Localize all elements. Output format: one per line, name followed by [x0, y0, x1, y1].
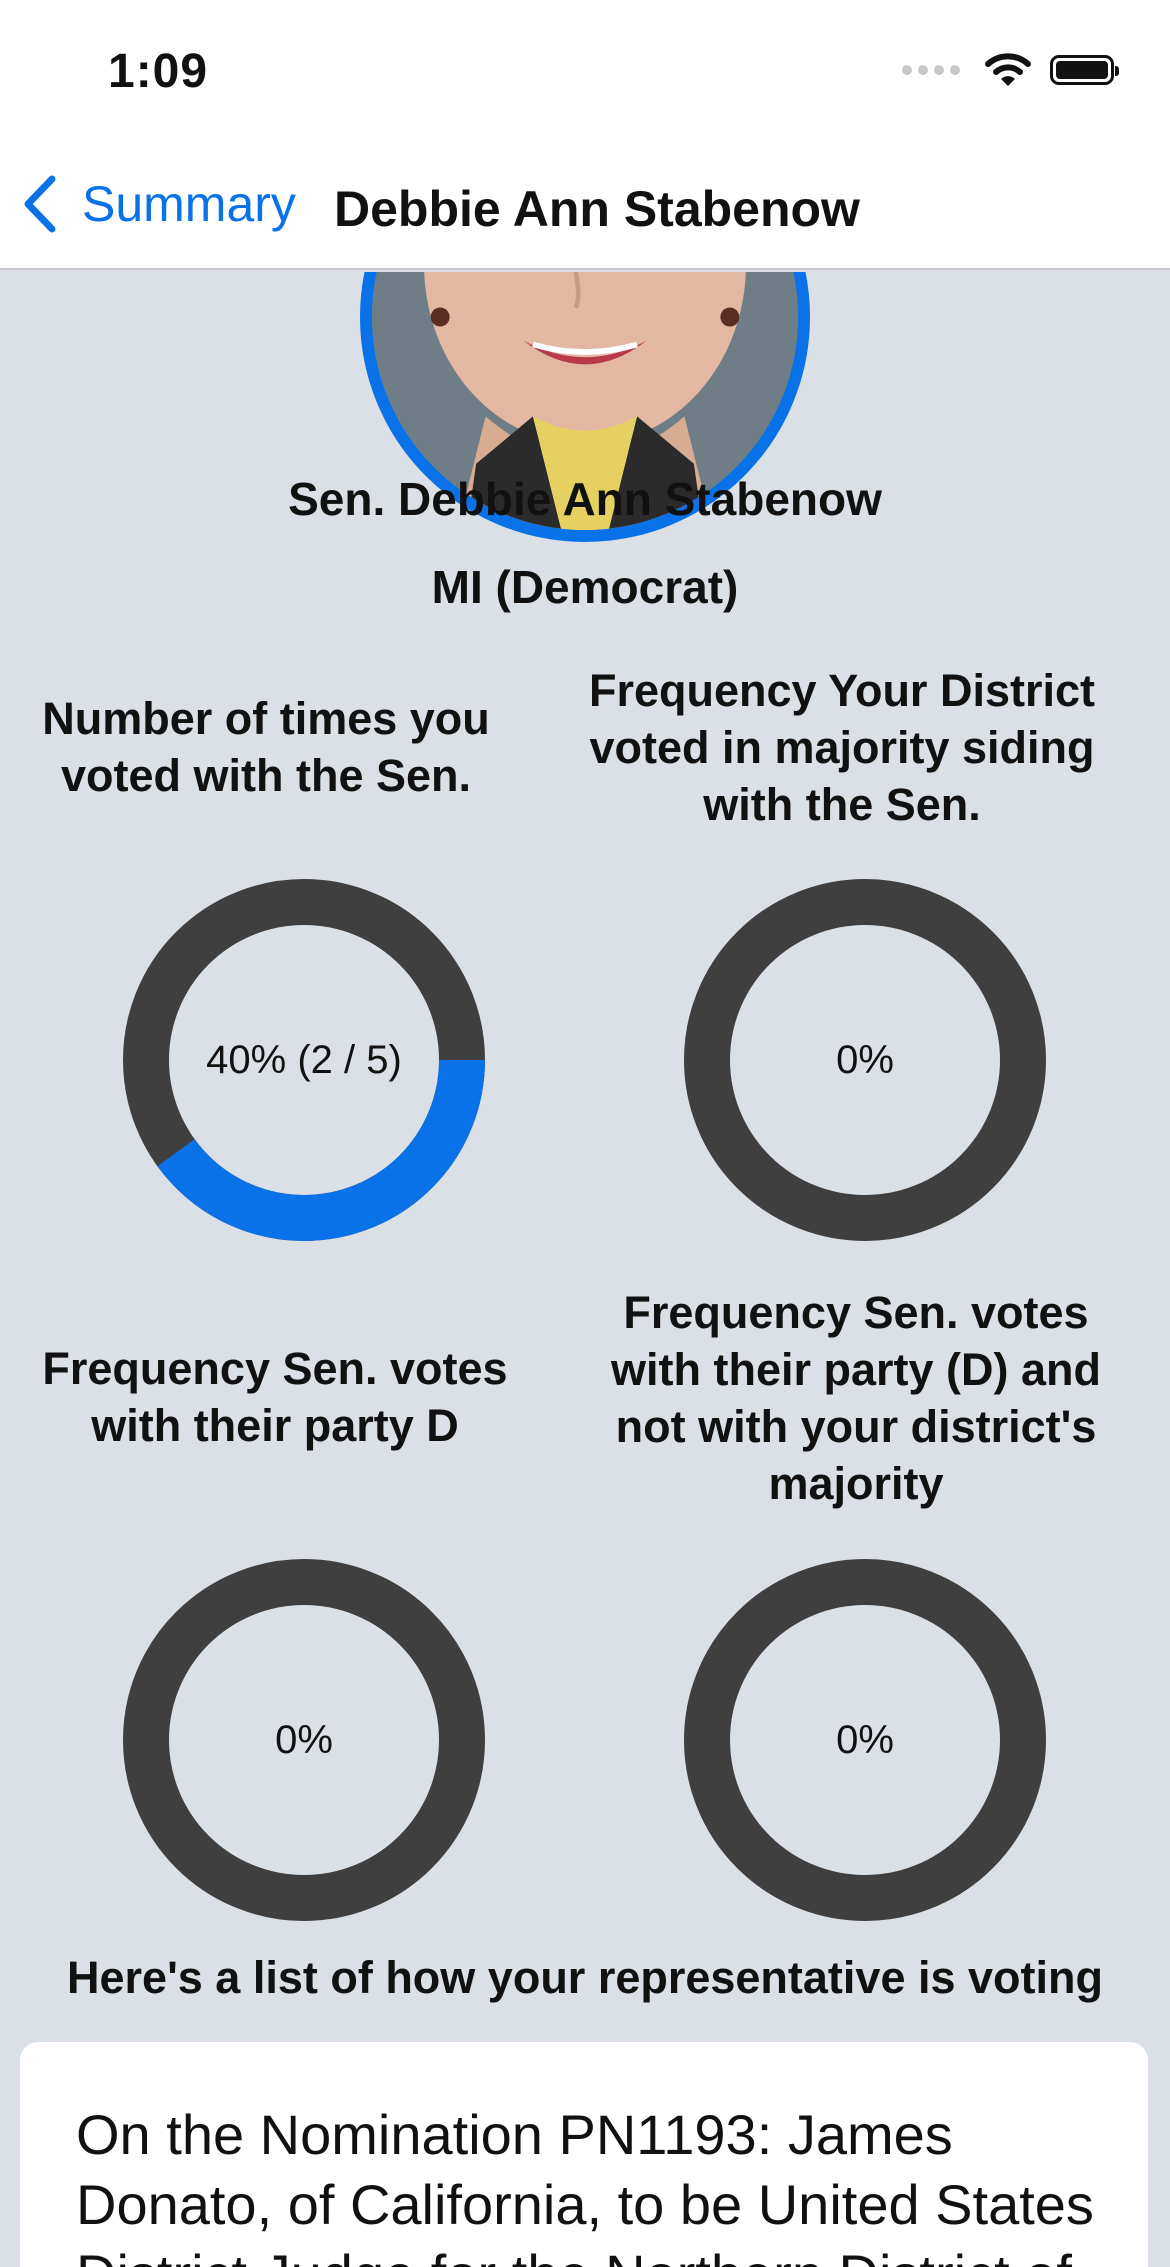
senator-state-party: MI (Democrat)	[431, 561, 739, 613]
senator-name: Sen. Debbie Ann Stabenow	[288, 473, 882, 525]
vote-card[interactable]: On the Nomination PN1193: James Donato, …	[20, 2042, 1148, 2267]
donut-progress-arc	[123, 879, 485, 1241]
donut-label: 0%	[836, 1037, 894, 1082]
vote-list-heading: Here's a list of how your representative…	[67, 1952, 1103, 2003]
donut-label: 0%	[836, 1717, 894, 1762]
status-time: 1:09	[108, 45, 209, 98]
stat-title-district-majority: Frequency Your District voted in majorit…	[589, 665, 1095, 830]
stat-title-voted-with: Number of times you voted with the Sen.	[42, 693, 490, 801]
stat-title-party-votes: Frequency Sen. votes with their party D	[42, 1343, 508, 1451]
donut-track	[684, 879, 1046, 1241]
donut-chart-district-majority: 0%	[683, 878, 1047, 1242]
back-button-label: Summary	[82, 176, 296, 232]
status-bar: 1:09	[0, 0, 1170, 140]
donut-label: 0%	[275, 1717, 333, 1762]
donut-label: 40% (2 / 5)	[206, 1037, 402, 1082]
wifi-icon	[985, 53, 1031, 86]
chevron-left-icon	[24, 175, 56, 233]
donut-track	[123, 1559, 485, 1921]
donut-chart-voted-with: 40% (2 / 5)	[122, 878, 486, 1242]
status-icons	[902, 52, 1119, 88]
cellular-signal-icon	[902, 65, 960, 75]
navigation-bar: Summary Debbie Ann Stabenow	[0, 140, 1170, 270]
donut-track	[684, 1559, 1046, 1921]
donut-chart-party-votes: 0%	[122, 1558, 486, 1922]
stat-title-party-not-district: Frequency Sen. votes with their party (D…	[610, 1287, 1101, 1509]
page-title: Debbie Ann Stabenow	[334, 181, 860, 237]
donut-chart-party-not-district: 0%	[683, 1558, 1047, 1922]
detail-scroll-view[interactable]: Sen. Debbie Ann Stabenow MI (Democrat) N…	[0, 272, 1170, 2267]
portrait-image	[372, 272, 798, 530]
back-button[interactable]: Summary	[22, 175, 296, 233]
vote-card-title: On the Nomination PN1193: James Donato, …	[76, 2103, 1094, 2267]
battery-icon	[1050, 55, 1119, 85]
